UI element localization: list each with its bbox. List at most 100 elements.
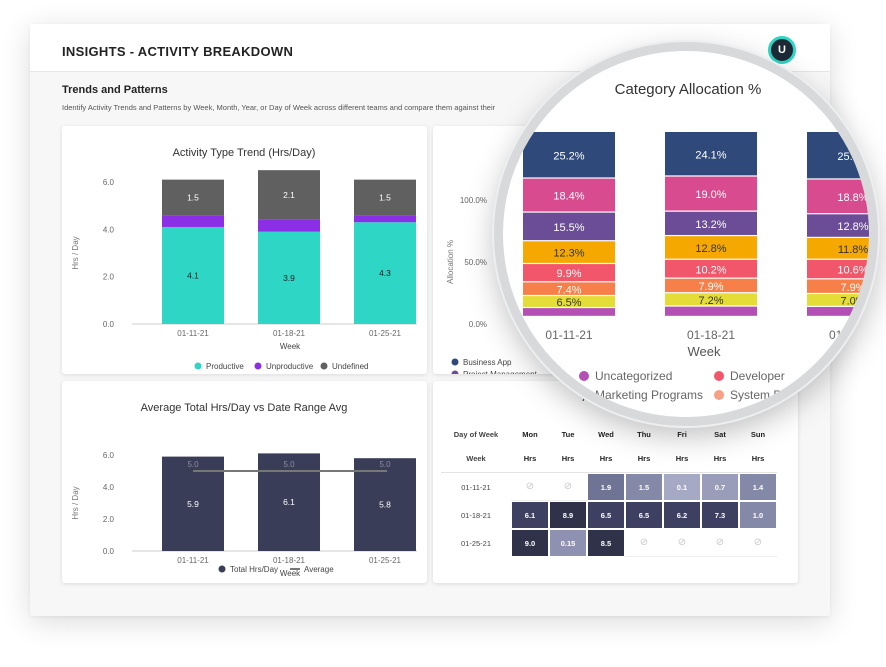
heatmap-unit-header: Hrs <box>663 445 701 473</box>
lens-bar-segment <box>665 259 757 278</box>
activity-trend-panel: Activity Type Trend (Hrs/Day) 0.0 2.0 4.0 6.… <box>62 126 427 374</box>
heatmap-day-header-row: Day of Week Mon Tue Wed Thu Fri Sat Sun <box>441 423 777 445</box>
y-tick-label: 0.0 <box>103 547 115 556</box>
heatmap-empty-cell: ⊘ <box>511 473 549 501</box>
bar-segment <box>258 219 320 232</box>
lens-bar-segment <box>523 282 615 295</box>
lens-bar-segment <box>523 212 615 241</box>
y-axis-label: Hrs / Day <box>71 486 80 519</box>
legend-label: Business App <box>463 358 512 367</box>
x-tick-label: 01-11-21 <box>177 329 209 338</box>
heatmap-cell: 0.1 <box>663 473 701 501</box>
lens-x-tick-label: 01-18-21 <box>687 328 735 342</box>
lens-bar-segment <box>807 132 869 179</box>
heatmap-cell: 6.5 <box>625 501 663 529</box>
data-label: 5.8 <box>379 500 391 510</box>
section-title: Trends and Patterns <box>62 84 168 96</box>
heatmap-unit-header: Hrs <box>549 445 587 473</box>
average-label: 5.0 <box>187 460 199 469</box>
lens-bar-segment <box>807 238 869 259</box>
lens-legend-marker <box>714 390 724 400</box>
lens-data-label: 25.2% <box>553 150 584 162</box>
total-bar <box>162 456 224 551</box>
y-tick-label: 2.0 <box>103 515 115 524</box>
lens-legend-label: System Programs <box>730 388 825 402</box>
legend-label: Productive <box>206 362 244 371</box>
magnifier-lens: Category Allocation % 25.2% 18.4% 15.5% 12.3… <box>494 42 878 426</box>
bar-segment <box>162 215 224 227</box>
activity-trend-chart: Activity Type Trend (Hrs/Day) 0.0 2.0 4.0 6.… <box>71 147 417 371</box>
heatmap-unit-header: Hrs <box>511 445 549 473</box>
legend-marker <box>218 565 226 573</box>
y-axis-label: Allocation % <box>446 240 455 284</box>
bar-segment <box>162 226 224 324</box>
lens-data-label: 11.8% <box>838 244 869 256</box>
lens-bar-segment <box>665 211 757 235</box>
lens-bar-segment <box>665 176 757 211</box>
y-tick-label: 0.0% <box>469 320 487 329</box>
heatmap-cell: 6.5 <box>587 501 625 529</box>
heatmap-unit-row: Week Hrs Hrs Hrs Hrs Hrs Hrs Hrs <box>441 445 777 473</box>
heatmap-cell: 0.15 <box>549 529 587 557</box>
data-label: 5.9 <box>187 499 199 509</box>
data-label: 2.1 <box>283 190 295 200</box>
y-tick-label: 100.0% <box>460 196 487 205</box>
bar-segment <box>258 231 320 324</box>
heatmap-unit-header: Hrs <box>587 445 625 473</box>
legend-marker <box>451 370 459 374</box>
lens-data-label: 6.5% <box>556 297 581 309</box>
lens-data-label: 24.1% <box>695 149 726 161</box>
chart-title: Activity Type Trend (Hrs/Day) <box>173 147 316 159</box>
heatmap-table: Day of Week Mon Tue Wed Thu Fri Sat Sun Week Hrs H… <box>441 423 777 557</box>
category-allocation-chart: 0.0% 50.0% 100.0% Allocation % Business App P… <box>446 196 538 374</box>
lens-data-label: 12.8% <box>837 221 868 233</box>
heatmap-cell: 6.2 <box>663 501 701 529</box>
y-tick-label: 0.0 <box>103 320 115 329</box>
heatmap-empty-cell: ⊘ <box>625 529 663 557</box>
heatmap-row: 01-11-21 ⊘ ⊘ 1.9 1.5 0.1 0.7 1.4 <box>441 473 777 501</box>
y-tick-label: 4.0 <box>103 225 115 234</box>
lens-data-label: 7.9% <box>840 282 865 294</box>
data-label: 6.1 <box>283 497 295 507</box>
bar-segment <box>354 179 416 216</box>
avatar[interactable]: U <box>768 36 796 64</box>
heatmap-cell: 8.9 <box>549 501 587 529</box>
data-label: 4.3 <box>379 268 391 278</box>
lens-bar-segment <box>523 264 615 282</box>
lens-bar-segment <box>665 236 757 259</box>
section-description: Identify Activity Trends and Patterns by… <box>62 103 496 112</box>
data-label: 1.5 <box>187 192 199 202</box>
heatmap-cell: 7.3 <box>701 501 739 529</box>
legend-label: Unproductive <box>266 362 314 371</box>
heatmap-cell: 9.0 <box>511 529 549 557</box>
lens-x-tick-label: 01-25-21 <box>829 328 877 342</box>
lens-data-label: 25.7% <box>837 151 868 163</box>
heatmap-cell: 8.5 <box>587 529 625 557</box>
bar-segment <box>354 222 416 324</box>
heatmap-row-header: Day of Week <box>453 429 499 439</box>
heatmap-week-header: Week <box>441 445 511 473</box>
lens-data-label: 18.8% <box>837 192 868 204</box>
lens-chart-title: Category Allocation % <box>615 81 762 98</box>
y-tick-label: 50.0% <box>464 258 487 267</box>
lens-bar-segment <box>523 296 615 307</box>
data-label: 4.1 <box>187 270 199 280</box>
lens-x-axis-label: Week <box>688 344 721 359</box>
lens-data-label: 7.9% <box>698 281 723 293</box>
lens-bar-segment <box>665 306 757 316</box>
heatmap-day-header: Sat <box>714 429 726 439</box>
heatmap-day-header: Sun <box>750 429 766 439</box>
heatmap-cell: 1.0 <box>739 501 777 529</box>
heatmap-cell: 1.5 <box>625 473 663 501</box>
legend-label: Average <box>304 565 334 574</box>
bar-segment <box>354 215 416 223</box>
lens-bar-segment <box>665 132 757 176</box>
lens-bar-segment <box>807 279 869 293</box>
data-label: 3.9 <box>283 273 295 283</box>
heatmap-day-header: Tue <box>561 429 575 439</box>
bar-segment <box>162 179 224 216</box>
data-label: 1.5 <box>379 192 391 202</box>
avg-total-chart: Average Total Hrs/Day vs Date Range Avg 0… <box>71 402 417 578</box>
heatmap-day-header: Mon <box>522 429 538 439</box>
x-tick-label: 01-18-21 <box>273 556 306 565</box>
